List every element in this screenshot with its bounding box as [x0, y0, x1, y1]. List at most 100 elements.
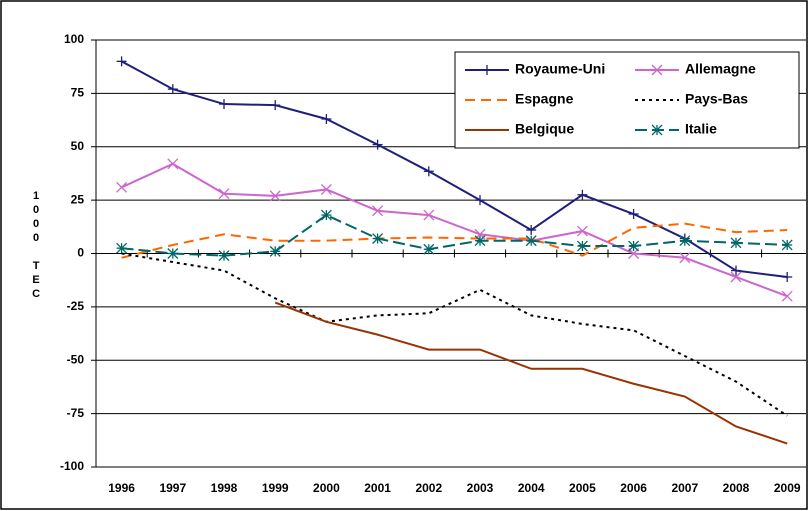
marker — [167, 84, 178, 95]
marker-stroke — [576, 240, 588, 252]
marker-stroke — [116, 242, 128, 254]
series-line — [121, 213, 788, 257]
legend-label: Italie — [685, 121, 717, 137]
marker-stroke — [423, 243, 435, 255]
marker — [730, 237, 742, 249]
marker — [423, 166, 434, 177]
marker — [423, 243, 435, 255]
series-line — [121, 222, 788, 259]
series-line — [121, 60, 788, 278]
marker-stroke — [628, 240, 640, 252]
marker — [116, 242, 128, 254]
marker — [651, 124, 663, 136]
x-tick-label: 2009 — [774, 481, 801, 495]
x-tick-label: 2006 — [620, 481, 647, 495]
marker — [320, 183, 332, 195]
x-tick-label: 2001 — [364, 481, 391, 495]
legend-label: Royaume-Uni — [515, 61, 605, 77]
marker — [576, 240, 588, 252]
marker-stroke — [320, 183, 332, 195]
marker — [731, 265, 741, 276]
marker-stroke — [679, 252, 691, 264]
marker-stroke — [218, 188, 230, 200]
legend-label: Belgique — [515, 121, 574, 137]
marker — [218, 250, 230, 262]
marker — [730, 271, 742, 283]
marker-stroke — [423, 209, 435, 221]
y-tick-label: -25 — [67, 299, 85, 313]
x-tick-label: 2000 — [313, 481, 340, 495]
x-tick-label: 2008 — [723, 481, 750, 495]
y-tick-label: 50 — [71, 139, 85, 153]
marker — [577, 189, 588, 200]
marker — [651, 64, 663, 76]
x-tick-label: 2004 — [518, 481, 545, 495]
marker — [116, 56, 127, 67]
marker — [781, 239, 793, 251]
x-tick-label: 2005 — [569, 481, 596, 495]
y-tick-label: 100 — [64, 32, 84, 46]
marker-stroke — [269, 245, 281, 257]
marker-stroke — [781, 239, 793, 251]
marker — [372, 139, 383, 150]
y-axis-label: 1000 TEC — [30, 190, 42, 302]
legend-label: Espagne — [515, 91, 574, 107]
marker — [372, 233, 384, 245]
marker — [218, 188, 230, 200]
marker — [679, 235, 691, 247]
marker — [679, 252, 691, 264]
marker-stroke — [116, 181, 128, 193]
marker — [270, 100, 281, 111]
marker — [781, 290, 793, 302]
marker-stroke — [781, 290, 793, 302]
y-tick-label: 0 — [77, 246, 84, 260]
marker-stroke — [576, 225, 588, 237]
y-tick-label: 25 — [71, 192, 85, 206]
marker — [526, 225, 537, 236]
marker — [219, 99, 229, 110]
marker-stroke — [372, 233, 384, 245]
legend-label: Pays-Bas — [685, 91, 748, 107]
marker-stroke — [730, 237, 742, 249]
series-line — [121, 252, 788, 417]
series-line — [274, 301, 788, 445]
marker-stroke — [730, 271, 742, 283]
y-tick-label: -50 — [67, 352, 85, 366]
marker — [628, 209, 639, 220]
marker — [320, 209, 332, 221]
marker — [475, 195, 485, 206]
x-tick-label: 2007 — [671, 481, 698, 495]
marker — [167, 248, 179, 259]
x-tick-label: 2002 — [415, 481, 442, 495]
x-tick-label: 2003 — [467, 481, 494, 495]
marker-stroke — [167, 158, 179, 170]
marker-stroke — [679, 235, 691, 247]
x-tick-label: 1999 — [262, 481, 289, 495]
marker-stroke — [525, 235, 537, 247]
marker — [782, 271, 793, 282]
x-tick-label: 1996 — [108, 481, 135, 495]
marker-stroke — [167, 248, 179, 259]
y-tick-label: -100 — [60, 459, 84, 473]
series-line — [121, 162, 788, 298]
marker-stroke — [651, 124, 663, 136]
marker — [628, 240, 640, 252]
marker-stroke — [269, 190, 281, 202]
marker — [269, 190, 281, 202]
marker — [372, 205, 384, 217]
marker-stroke — [474, 235, 486, 247]
y-tick-label: -75 — [67, 406, 85, 420]
marker — [269, 245, 281, 257]
legend-box — [454, 51, 800, 149]
marker — [474, 235, 486, 247]
x-tick-label: 1998 — [211, 481, 238, 495]
y-tick-label: 75 — [71, 86, 85, 100]
marker-stroke — [372, 205, 384, 217]
marker — [482, 65, 492, 75]
marker-stroke — [651, 64, 663, 76]
marker-stroke — [218, 250, 230, 262]
marker — [167, 158, 179, 170]
marker — [525, 235, 537, 247]
marker — [423, 209, 435, 221]
